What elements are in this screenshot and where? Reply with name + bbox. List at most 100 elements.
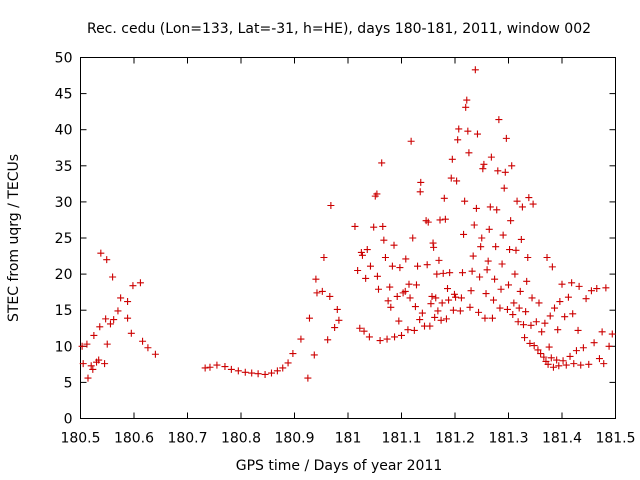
data-point <box>561 313 569 321</box>
x-tick-label: 180.8 <box>221 431 261 447</box>
data-point <box>357 248 365 256</box>
data-point <box>305 314 313 322</box>
data-point <box>406 294 414 302</box>
data-point <box>96 323 104 331</box>
data-point <box>326 292 334 300</box>
data-point <box>267 369 275 377</box>
y-tick-label: 35 <box>55 159 73 175</box>
data-point <box>493 206 501 214</box>
data-point <box>387 303 395 311</box>
data-point <box>318 287 326 295</box>
data-point <box>144 344 152 352</box>
data-point <box>556 298 564 306</box>
data-point <box>582 295 590 303</box>
data-point <box>335 316 343 324</box>
data-point <box>527 321 535 329</box>
data-point <box>391 333 399 341</box>
data-point <box>482 290 490 298</box>
data-point <box>393 292 401 300</box>
data-point <box>538 328 546 336</box>
x-tick-label: 180.7 <box>167 431 207 447</box>
data-point <box>418 309 426 317</box>
data-point <box>417 178 425 186</box>
data-point <box>454 136 462 144</box>
data-point <box>457 294 465 302</box>
data-point <box>529 200 537 208</box>
data-point <box>503 305 511 313</box>
data-point <box>555 362 563 370</box>
data-point <box>279 364 287 372</box>
data-point <box>124 298 132 306</box>
data-series <box>78 66 616 382</box>
data-point <box>467 287 475 295</box>
y-tick-label: 50 <box>55 51 73 67</box>
y-tick-label: 45 <box>55 87 73 103</box>
data-point <box>562 361 570 369</box>
y-tick-label: 10 <box>55 339 73 355</box>
data-point <box>396 264 404 272</box>
x-tick-label: 181 <box>335 431 362 447</box>
data-point <box>424 218 432 226</box>
data-point <box>464 127 472 135</box>
data-point <box>515 304 523 312</box>
data-point <box>434 307 442 315</box>
x-tick-label: 180.5 <box>60 431 100 447</box>
x-tick-label: 181.5 <box>595 431 635 447</box>
data-point <box>284 359 292 367</box>
data-point <box>462 103 470 111</box>
x-axis-title: GPS time / Days of year 2011 <box>236 458 443 474</box>
data-point <box>362 274 370 282</box>
data-point <box>524 253 532 261</box>
data-point <box>483 266 491 274</box>
data-point <box>469 252 477 260</box>
data-point <box>541 319 549 327</box>
data-point <box>151 350 159 358</box>
data-point <box>411 303 419 311</box>
data-point <box>600 360 608 368</box>
data-point <box>540 353 548 361</box>
data-point <box>386 283 394 291</box>
data-point <box>376 337 384 345</box>
data-point <box>587 287 595 295</box>
data-point <box>566 352 574 360</box>
data-point <box>473 130 481 138</box>
data-point <box>378 159 386 167</box>
data-point <box>477 243 485 251</box>
data-point <box>261 370 269 378</box>
data-point <box>506 246 514 254</box>
data-point <box>470 221 478 229</box>
data-point <box>438 299 446 307</box>
data-point <box>405 280 413 288</box>
data-point <box>404 326 412 334</box>
data-point <box>201 364 209 372</box>
data-point <box>530 342 538 350</box>
data-point <box>430 243 438 251</box>
data-point <box>320 253 328 261</box>
data-point <box>481 314 489 322</box>
plot-frame <box>80 57 616 419</box>
data-point <box>356 324 364 332</box>
data-point <box>447 174 455 182</box>
x-tick-label: 181.1 <box>381 431 421 447</box>
x-tick-label: 181.3 <box>488 431 528 447</box>
data-point <box>519 321 527 329</box>
data-point <box>450 290 458 298</box>
data-point <box>551 304 559 312</box>
data-point <box>241 368 249 376</box>
data-point <box>304 374 312 382</box>
data-point <box>437 316 445 324</box>
data-point <box>407 137 415 145</box>
data-point <box>401 287 409 295</box>
data-point <box>428 292 436 300</box>
data-point <box>102 315 110 323</box>
data-point <box>388 262 396 270</box>
data-point <box>476 273 484 281</box>
x-tick-label: 180.9 <box>274 431 314 447</box>
data-point <box>585 360 593 368</box>
data-point <box>351 222 359 230</box>
data-point <box>433 270 441 278</box>
data-point <box>499 231 507 239</box>
data-point <box>402 255 410 263</box>
data-point <box>313 289 321 297</box>
data-point <box>446 269 454 277</box>
